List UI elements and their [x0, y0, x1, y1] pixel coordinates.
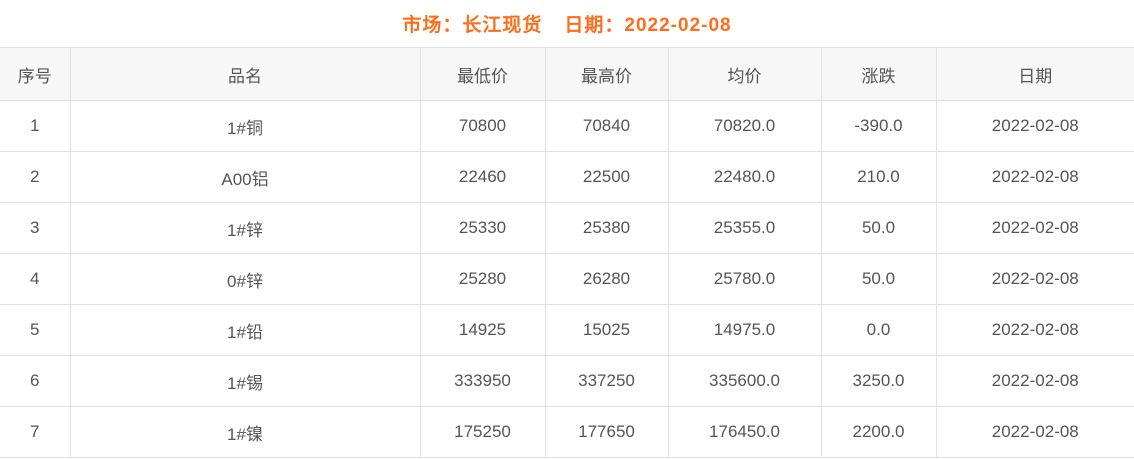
date-title-text: 日期：2022-02-08 — [564, 15, 732, 36]
product-name-link[interactable]: 1#锡 — [70, 355, 421, 407]
col-header-avg: 均价 — [668, 47, 822, 101]
cell-lowest-price: 175250 — [420, 406, 546, 458]
cell-date: 2022-02-08 — [936, 100, 1134, 152]
page-title: 市场：长江现货 日期：2022-02-08 — [0, 0, 1134, 47]
cell-average-price: 70820.0 — [668, 100, 822, 152]
cell-average-price: 25780.0 — [668, 253, 822, 305]
table-row: 6 1#锡 333950 337250 335600.0 3250.0 2022-02-08 — [0, 355, 1134, 407]
col-header-low: 最低价 — [420, 47, 546, 101]
cell-change: 3250.0 — [821, 355, 937, 407]
cell-date: 2022-02-08 — [936, 151, 1134, 203]
cell-average-price: 14975.0 — [668, 304, 822, 356]
cell-date: 2022-02-08 — [936, 253, 1134, 305]
cell-lowest-price: 333950 — [420, 355, 546, 407]
cell-average-price: 335600.0 — [668, 355, 822, 407]
table-row: 4 0#锌 25280 26280 25780.0 50.0 2022-02-08 — [0, 253, 1134, 305]
cell-lowest-price: 25280 — [420, 253, 546, 305]
cell-serial: 5 — [0, 304, 71, 356]
price-table-body: 1 1#铜 70800 70840 70820.0 -390.0 2022-02-08 2 A0… — [0, 100, 1134, 458]
product-name-link[interactable]: 0#锌 — [70, 253, 421, 305]
cell-change: 50.0 — [821, 202, 937, 254]
cell-serial: 1 — [0, 100, 71, 152]
col-header-change: 涨跌 — [821, 47, 937, 101]
table-row: 3 1#锌 25330 25380 25355.0 50.0 2022-02-08 — [0, 202, 1134, 254]
table-row: 1 1#铜 70800 70840 70820.0 -390.0 2022-02-08 — [0, 100, 1134, 152]
cell-serial: 4 — [0, 253, 71, 305]
table-row: 7 1#镍 175250 177650 176450.0 2200.0 2022-02-08 — [0, 406, 1134, 458]
cell-lowest-price: 70800 — [420, 100, 546, 152]
table-header-row: 序号 品名 最低价 最高价 均价 涨跌 日期 — [0, 47, 1134, 101]
cell-serial: 7 — [0, 406, 71, 458]
product-name-link[interactable]: A00铝 — [70, 151, 421, 203]
cell-highest-price: 177650 — [545, 406, 669, 458]
col-header-product: 品名 — [70, 47, 421, 101]
col-header-date: 日期 — [936, 47, 1134, 101]
table-row: 5 1#铅 14925 15025 14975.0 0.0 2022-02-08 — [0, 304, 1134, 356]
cell-date: 2022-02-08 — [936, 355, 1134, 407]
cell-lowest-price: 25330 — [420, 202, 546, 254]
cell-date: 2022-02-08 — [936, 202, 1134, 254]
cell-serial: 6 — [0, 355, 71, 407]
cell-serial: 3 — [0, 202, 71, 254]
cell-lowest-price: 22460 — [420, 151, 546, 203]
product-name-link[interactable]: 1#铅 — [70, 304, 421, 356]
product-name-link[interactable]: 1#铜 — [70, 100, 421, 152]
cell-highest-price: 70840 — [545, 100, 669, 152]
col-header-serial: 序号 — [0, 47, 71, 101]
table-row: 2 A00铝 22460 22500 22480.0 210.0 2022-02-08 — [0, 151, 1134, 203]
col-header-high: 最高价 — [545, 47, 669, 101]
cell-change: 2200.0 — [821, 406, 937, 458]
cell-serial: 2 — [0, 151, 71, 203]
cell-average-price: 176450.0 — [668, 406, 822, 458]
cell-highest-price: 25380 — [545, 202, 669, 254]
price-table: 序号 品名 最低价 最高价 均价 涨跌 日期 1 1#铜 70800 70840 708… — [0, 47, 1134, 458]
cell-highest-price: 15025 — [545, 304, 669, 356]
market-title-text: 市场：长江现货 — [402, 15, 543, 36]
product-name-link[interactable]: 1#锌 — [70, 202, 421, 254]
cell-average-price: 22480.0 — [668, 151, 822, 203]
cell-date: 2022-02-08 — [936, 304, 1134, 356]
price-table-head: 序号 品名 最低价 最高价 均价 涨跌 日期 — [0, 47, 1134, 101]
cell-change: 0.0 — [821, 304, 937, 356]
cell-change: 50.0 — [821, 253, 937, 305]
cell-highest-price: 22500 — [545, 151, 669, 203]
cell-highest-price: 337250 — [545, 355, 669, 407]
cell-change: 210.0 — [821, 151, 937, 203]
cell-highest-price: 26280 — [545, 253, 669, 305]
product-name-link[interactable]: 1#镍 — [70, 406, 421, 458]
cell-average-price: 25355.0 — [668, 202, 822, 254]
cell-lowest-price: 14925 — [420, 304, 546, 356]
cell-change: -390.0 — [821, 100, 937, 152]
cell-date: 2022-02-08 — [936, 406, 1134, 458]
